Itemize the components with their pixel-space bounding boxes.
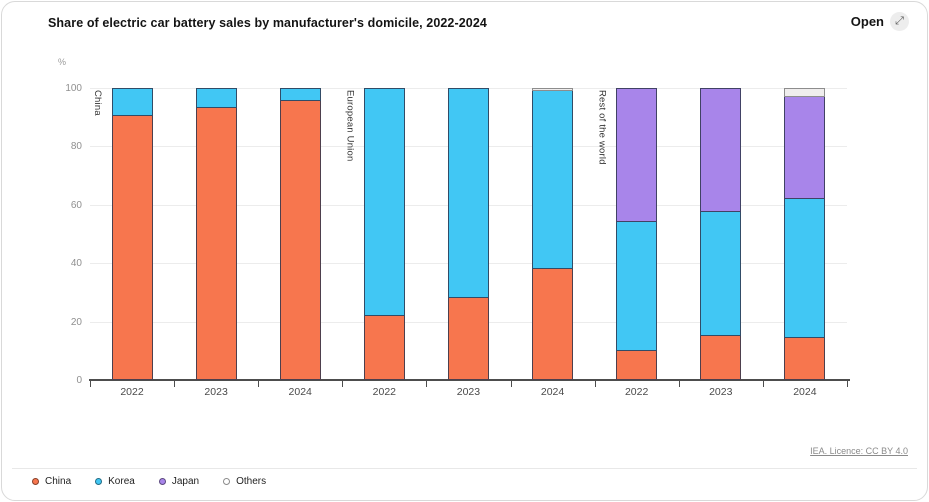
legend-dot-korea: [95, 478, 103, 485]
x-axis-tick: [426, 381, 428, 387]
group-label-china: China: [92, 90, 103, 116]
bar-segment-china[interactable]: [279, 101, 321, 380]
open-button-label: Open: [850, 14, 884, 29]
x-axis-tick: [174, 381, 176, 387]
bar-china-2022[interactable]: [111, 88, 153, 380]
chart-title: Share of electric car battery sales by m…: [48, 16, 487, 30]
bar-segment-korea[interactable]: [532, 90, 574, 270]
legend-item-others[interactable]: Others: [223, 476, 266, 487]
legend-dot-japan: [158, 478, 166, 485]
expand-diagonal-icon: ⤢: [890, 12, 909, 31]
bar-segment-others[interactable]: [532, 88, 574, 91]
y-tick-label-0: 0: [76, 375, 82, 386]
group-label-european-union: European Union: [344, 90, 356, 162]
bar-segment-korea[interactable]: [700, 212, 742, 337]
bar-segment-korea[interactable]: [195, 88, 237, 109]
legend-dot-china: [32, 478, 39, 485]
bar-european-union-2023[interactable]: [448, 88, 489, 380]
legend-item-china[interactable]: China: [32, 476, 71, 487]
x-axis-tick: [258, 381, 260, 387]
y-tick-label-20: 20: [70, 316, 82, 328]
bar-segment-china[interactable]: [532, 269, 574, 380]
legend-item-japan[interactable]: Japan: [158, 476, 200, 487]
footer-divider: [12, 468, 917, 469]
x-axis-tick: [847, 381, 848, 387]
legend: China Korea Japan Others: [32, 476, 266, 487]
plot-area: 2022 2023 2024 2022 2023 2024 2022 2023 2024 Chin…: [89, 88, 850, 398]
x-axis-tick: [510, 381, 512, 387]
x-tick-label-2022: 2022: [372, 386, 396, 398]
bar-segment-korea[interactable]: [279, 88, 321, 102]
bar-segment-china[interactable]: [448, 298, 489, 380]
y-tick-label-80: 80: [70, 141, 82, 153]
group-label-rest-of-the-world: Rest of the world: [596, 90, 608, 165]
x-axis-tick: [678, 381, 680, 387]
x-tick-label-2024: 2024: [793, 386, 817, 398]
legend-label: Others: [236, 476, 267, 487]
x-tick-label-2024: 2024: [540, 386, 565, 398]
x-axis-tick: [594, 381, 596, 387]
bar-segment-korea[interactable]: [111, 88, 153, 116]
bar-china-2024[interactable]: [279, 88, 321, 380]
legend-dot-others: [223, 478, 231, 485]
bar-china-2023[interactable]: [195, 88, 237, 380]
bar-segment-japan[interactable]: [616, 88, 658, 223]
y-tick-label-40: 40: [70, 258, 82, 270]
x-axis-tick: [762, 381, 764, 387]
bar-european-union-2022[interactable]: [363, 88, 405, 380]
legend-label: Japan: [171, 476, 200, 487]
bar-rest-of-the-world-2023[interactable]: [700, 88, 742, 380]
x-tick-label-2022: 2022: [624, 386, 649, 398]
bar-segment-china[interactable]: [784, 337, 826, 380]
x-tick-label-2023: 2023: [204, 386, 228, 398]
x-axis-line: [89, 379, 850, 381]
x-tick-label-2022: 2022: [120, 386, 144, 398]
bar-rest-of-the-world-2022[interactable]: [616, 88, 658, 380]
bar-european-union-2024[interactable]: [532, 88, 574, 380]
bar-segment-china[interactable]: [363, 315, 405, 380]
bar-segment-china[interactable]: [700, 336, 742, 380]
x-axis-tick: [342, 381, 344, 387]
x-axis-tick: [90, 381, 91, 387]
bar-segment-china[interactable]: [195, 108, 237, 380]
x-tick-label-2024: 2024: [288, 386, 312, 398]
attribution-link[interactable]: IEA. Licence: CC BY 4.0: [810, 446, 908, 456]
bar-segment-korea[interactable]: [784, 198, 826, 338]
x-tick-label-2023: 2023: [456, 386, 481, 398]
y-tick-label-100: 100: [65, 83, 82, 94]
bar-segment-korea[interactable]: [363, 88, 405, 316]
bar-rest-of-the-world-2024[interactable]: [784, 88, 826, 380]
legend-item-korea[interactable]: Korea: [95, 476, 135, 487]
bar-segment-china[interactable]: [616, 350, 658, 380]
y-tick-label-60: 60: [70, 199, 82, 211]
bar-segment-china[interactable]: [111, 115, 153, 380]
legend-label: China: [45, 476, 72, 487]
x-tick-label-2023: 2023: [709, 386, 733, 398]
bar-segment-korea[interactable]: [616, 222, 658, 351]
bar-segment-japan[interactable]: [784, 96, 826, 199]
bar-segment-korea[interactable]: [448, 88, 489, 299]
legend-label: Korea: [108, 476, 135, 487]
bar-segment-others[interactable]: [784, 88, 826, 97]
open-button[interactable]: Open ⤢: [851, 12, 909, 31]
y-axis-unit-label: %: [58, 57, 67, 67]
bar-segment-japan[interactable]: [700, 88, 742, 213]
